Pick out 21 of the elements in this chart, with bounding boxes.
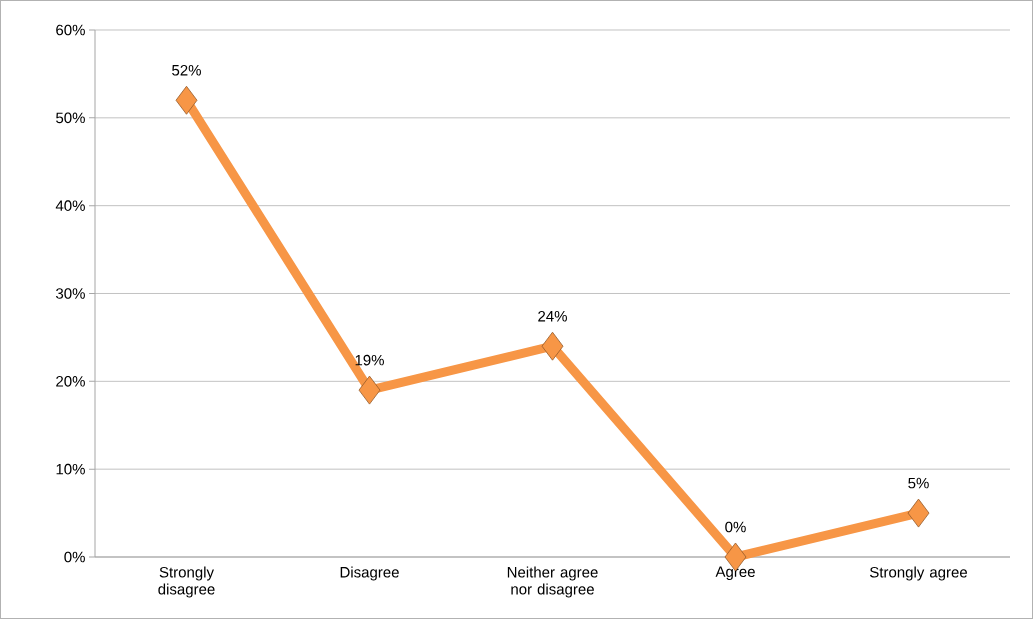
data-label: 0%	[725, 521, 746, 533]
point	[175, 85, 198, 115]
data-label: 24%	[538, 310, 567, 322]
x-tick-label: Neither agree nor disagree	[507, 566, 598, 598]
y-tick-label: 60%	[56, 24, 85, 36]
point	[541, 331, 564, 361]
y-tick-label: 0%	[64, 551, 85, 563]
y-tick-label: 20%	[56, 376, 85, 387]
data-label: 5%	[908, 477, 929, 489]
y-tick-label: 10%	[56, 463, 85, 475]
point	[358, 375, 381, 405]
y-tick-label: 30%	[56, 288, 85, 299]
y-tick-label: 40%	[55, 200, 85, 211]
data-label: 52%	[172, 64, 201, 76]
x-tick-label: Strongly agree	[869, 566, 968, 581]
x-tick-label: Strongly disagree	[158, 566, 215, 598]
x-tick-label: Agree	[715, 566, 755, 580]
data-label: 19%	[355, 354, 384, 366]
x-tick-label: Disagree	[340, 566, 399, 581]
point	[907, 498, 930, 528]
y-tick-label: 50%	[56, 112, 85, 124]
